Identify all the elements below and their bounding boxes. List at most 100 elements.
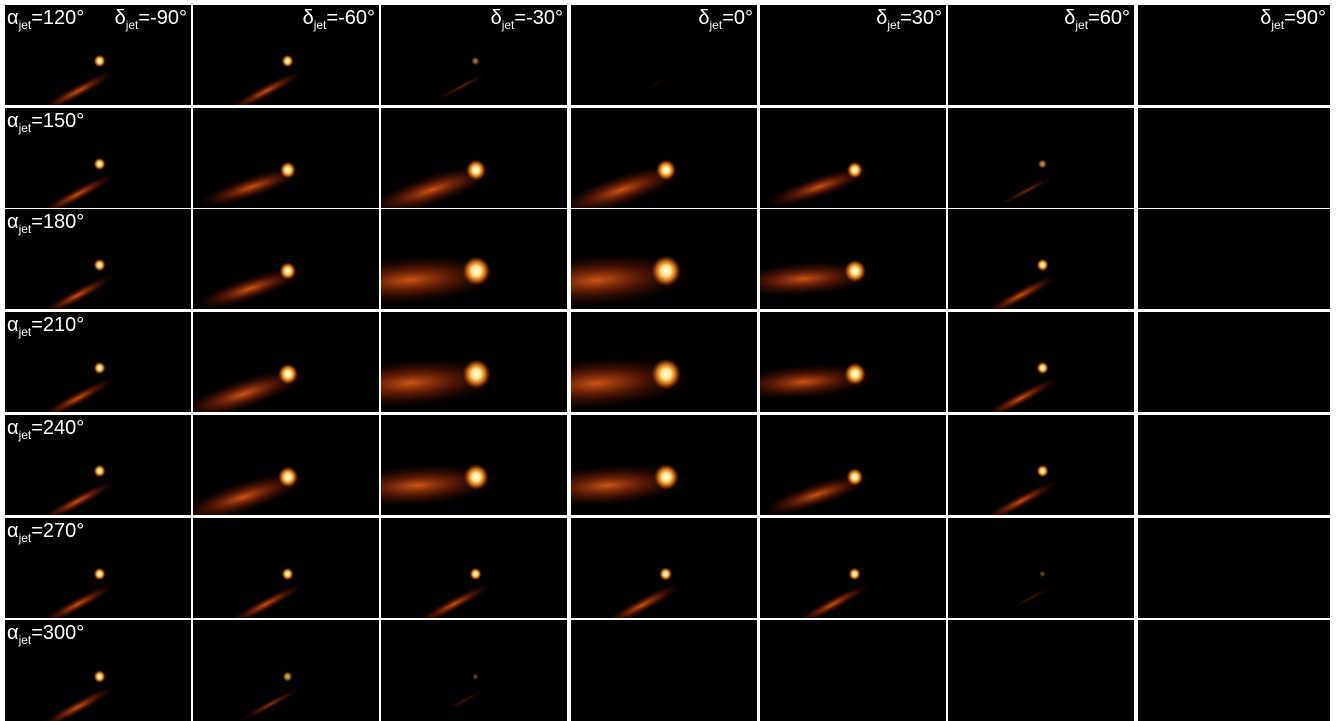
image-panel: αjet=150° — [5, 108, 191, 208]
column-label: δjet=90° — [1260, 7, 1326, 36]
comet-tail — [193, 367, 311, 412]
comet-image — [996, 159, 1057, 207]
comet-tail — [226, 582, 305, 618]
comet-image — [441, 673, 488, 714]
image-panel: δjet=60° — [948, 5, 1134, 105]
row-label: αjet=240° — [7, 417, 84, 446]
comet-tail — [981, 376, 1060, 412]
comet-tail — [381, 254, 507, 306]
comet-head — [93, 670, 106, 683]
image-panel — [381, 312, 567, 412]
label-text: =300° — [31, 622, 85, 644]
image-panel — [571, 108, 757, 208]
comet-tail — [193, 470, 311, 515]
comet-image — [829, 73, 865, 93]
comet-image — [571, 159, 689, 208]
label-symbol: δ — [876, 7, 888, 29]
row-label: αjet=180° — [7, 211, 84, 240]
image-panel — [948, 620, 1134, 721]
comet-tail — [571, 463, 693, 508]
image-panel — [948, 312, 1134, 412]
comet-image — [571, 463, 693, 508]
comet-image — [226, 567, 305, 618]
comet-image — [981, 258, 1060, 309]
image-panel: δjet=90° — [1138, 5, 1330, 105]
comet-image — [38, 157, 117, 208]
image-panel — [760, 415, 946, 515]
image-panel: αjet=120° δjet=-90° — [5, 5, 191, 105]
image-panel — [1138, 312, 1330, 412]
column-label: δjet=-90° — [115, 7, 187, 36]
comet-tail — [38, 685, 117, 721]
comet-image — [764, 161, 873, 208]
comet-image — [193, 262, 307, 309]
row-label: αjet=300° — [7, 622, 84, 651]
comet-head — [1038, 159, 1047, 169]
comet-tail — [760, 260, 879, 298]
label-symbol: δ — [114, 7, 126, 29]
comet-image — [193, 466, 311, 515]
comet-image — [38, 670, 117, 721]
comet-image — [38, 258, 117, 309]
label-symbol: α — [7, 417, 19, 439]
image-panel — [193, 415, 379, 515]
comet-tail — [226, 69, 305, 105]
label-subscript: jet — [18, 633, 32, 647]
label-text: =120° — [31, 7, 85, 29]
comet-head — [651, 255, 681, 287]
comet-image — [38, 361, 117, 412]
label-text: =240° — [31, 417, 85, 439]
comet-head — [278, 466, 298, 488]
image-panel: αjet=180° — [5, 209, 191, 309]
label-text: =210° — [31, 314, 85, 336]
image-panel — [1138, 415, 1330, 515]
image-panel — [381, 209, 567, 309]
comet-tail — [829, 73, 865, 93]
comet-tail — [638, 73, 676, 94]
comet-image — [193, 363, 311, 412]
comet-tail — [38, 479, 117, 515]
image-panel — [193, 312, 379, 412]
label-subscript: jet — [18, 531, 32, 545]
comet-head — [472, 673, 479, 680]
label-text: =60° — [1088, 7, 1130, 29]
comet-image — [433, 56, 489, 102]
comet-head — [471, 56, 480, 66]
comet-tail — [981, 273, 1060, 309]
comet-image — [571, 253, 698, 308]
image-panel — [571, 312, 757, 412]
comet-head — [93, 157, 106, 171]
image-panel — [571, 620, 757, 721]
comet-tail — [764, 166, 873, 208]
image-panel — [1138, 108, 1330, 208]
comet-image — [760, 259, 879, 298]
comet-head — [1036, 361, 1049, 375]
image-panel — [193, 518, 379, 618]
label-subscript: jet — [18, 18, 32, 32]
label-subscript: jet — [887, 18, 901, 32]
comet-image — [38, 464, 117, 515]
column-label: δjet=-30° — [491, 7, 563, 36]
comet-tail — [760, 363, 879, 401]
image-panel — [948, 518, 1134, 618]
image-panel — [948, 209, 1134, 309]
row-label: αjet=120° — [7, 7, 84, 36]
row-label: αjet=210° — [7, 314, 84, 343]
comet-image — [381, 159, 499, 208]
comet-head — [93, 258, 106, 272]
label-symbol: α — [7, 211, 19, 233]
comet-head — [848, 567, 861, 581]
column-label: δjet=0° — [698, 7, 753, 36]
image-panel: αjet=240° — [5, 415, 191, 515]
comet-head — [93, 464, 106, 478]
label-text: =0° — [722, 7, 753, 29]
comet-head — [279, 262, 297, 280]
column-label: δjet=60° — [1064, 7, 1130, 36]
image-panel — [571, 209, 757, 309]
comet-tail — [197, 166, 306, 208]
comet-tail — [996, 174, 1057, 207]
comet-image — [760, 362, 879, 401]
row-label: αjet=150° — [7, 110, 84, 139]
label-symbol: α — [7, 7, 19, 29]
comet-tail — [38, 376, 117, 412]
